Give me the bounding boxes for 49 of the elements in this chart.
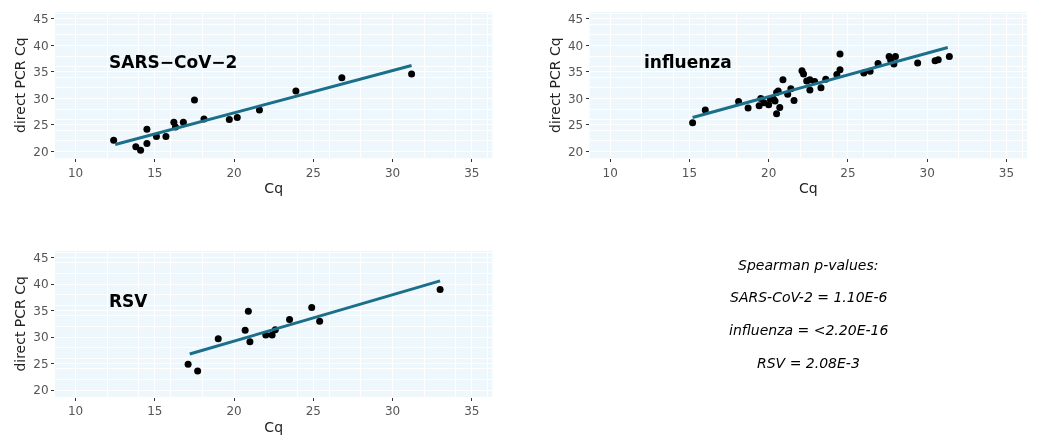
x-tick-label: 35 (998, 165, 1015, 180)
y-tick-label: 20 (33, 144, 49, 159)
x-tick-label: 25 (305, 165, 321, 180)
text: RSV = 2.08E-3 (757, 355, 860, 371)
y-tick-label: 20 (33, 383, 49, 398)
x-tick-label: 15 (147, 404, 163, 419)
y-tick-label: 40 (33, 38, 49, 53)
y-tick-label: 30 (567, 91, 584, 106)
x-tick-label: 30 (919, 165, 935, 180)
x-axis-title: Cq (264, 418, 284, 435)
y-tick-label: 40 (567, 38, 584, 53)
y-axis-title: direct PCR Cq (546, 37, 563, 133)
x-tick-label: 30 (384, 404, 401, 419)
y-tick-label: 45 (567, 12, 584, 27)
x-tick-label: 10 (67, 404, 84, 419)
text: SARS-CoV-2 = 1.10E-6 (730, 289, 888, 305)
y-tick-label: 25 (567, 118, 584, 133)
y-tick-label: 30 (33, 330, 49, 345)
x-tick-label: 25 (840, 165, 856, 180)
x-tick-label: 20 (761, 165, 777, 180)
y-tick-label: 40 (33, 277, 49, 292)
y-tick-label: 25 (33, 118, 49, 133)
annotation: SARS−CoV−2 (109, 52, 238, 72)
x-tick-label: 10 (602, 165, 618, 180)
annotation: influenza (644, 52, 732, 72)
x-tick-label: 30 (384, 165, 401, 180)
y-tick-label: 30 (33, 91, 49, 106)
y-tick-label: 45 (33, 12, 49, 27)
annotation: RSV (109, 291, 149, 311)
x-axis-title: Cq (798, 180, 818, 196)
text: influenza = <2.20E-16 (729, 322, 889, 338)
x-axis-title: Cq (264, 180, 284, 196)
y-tick-label: 35 (33, 65, 49, 80)
x-tick-label: 15 (681, 165, 698, 180)
x-tick-label: 35 (464, 165, 480, 180)
x-tick-label: 20 (226, 165, 242, 180)
y-tick-label: 20 (567, 144, 584, 159)
x-tick-label: 25 (305, 404, 321, 419)
y-tick-label: 25 (33, 356, 49, 371)
x-tick-label: 20 (226, 404, 242, 419)
y-tick-label: 45 (33, 250, 49, 265)
text: Spearman p-values: (738, 257, 879, 273)
y-tick-label: 35 (33, 303, 49, 318)
y-axis-title: direct PCR Cq (11, 37, 28, 133)
y-axis-title: direct PCR Cq (11, 276, 28, 372)
x-tick-label: 15 (147, 165, 163, 180)
x-tick-label: 35 (464, 404, 480, 419)
y-tick-label: 35 (567, 65, 584, 80)
x-tick-label: 10 (67, 165, 84, 180)
